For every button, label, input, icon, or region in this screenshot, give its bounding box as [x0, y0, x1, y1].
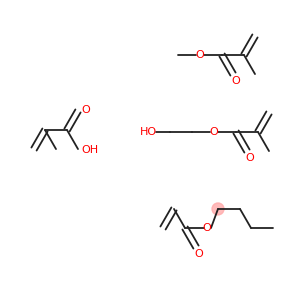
Text: HO: HO [140, 127, 157, 137]
Circle shape [212, 203, 224, 215]
Text: O: O [202, 223, 211, 233]
Text: O: O [231, 76, 240, 86]
Text: O: O [196, 50, 204, 60]
Text: O: O [81, 105, 90, 115]
Text: O: O [245, 153, 254, 163]
Text: O: O [194, 249, 203, 259]
Text: OH: OH [81, 145, 98, 155]
Text: O: O [210, 127, 218, 137]
